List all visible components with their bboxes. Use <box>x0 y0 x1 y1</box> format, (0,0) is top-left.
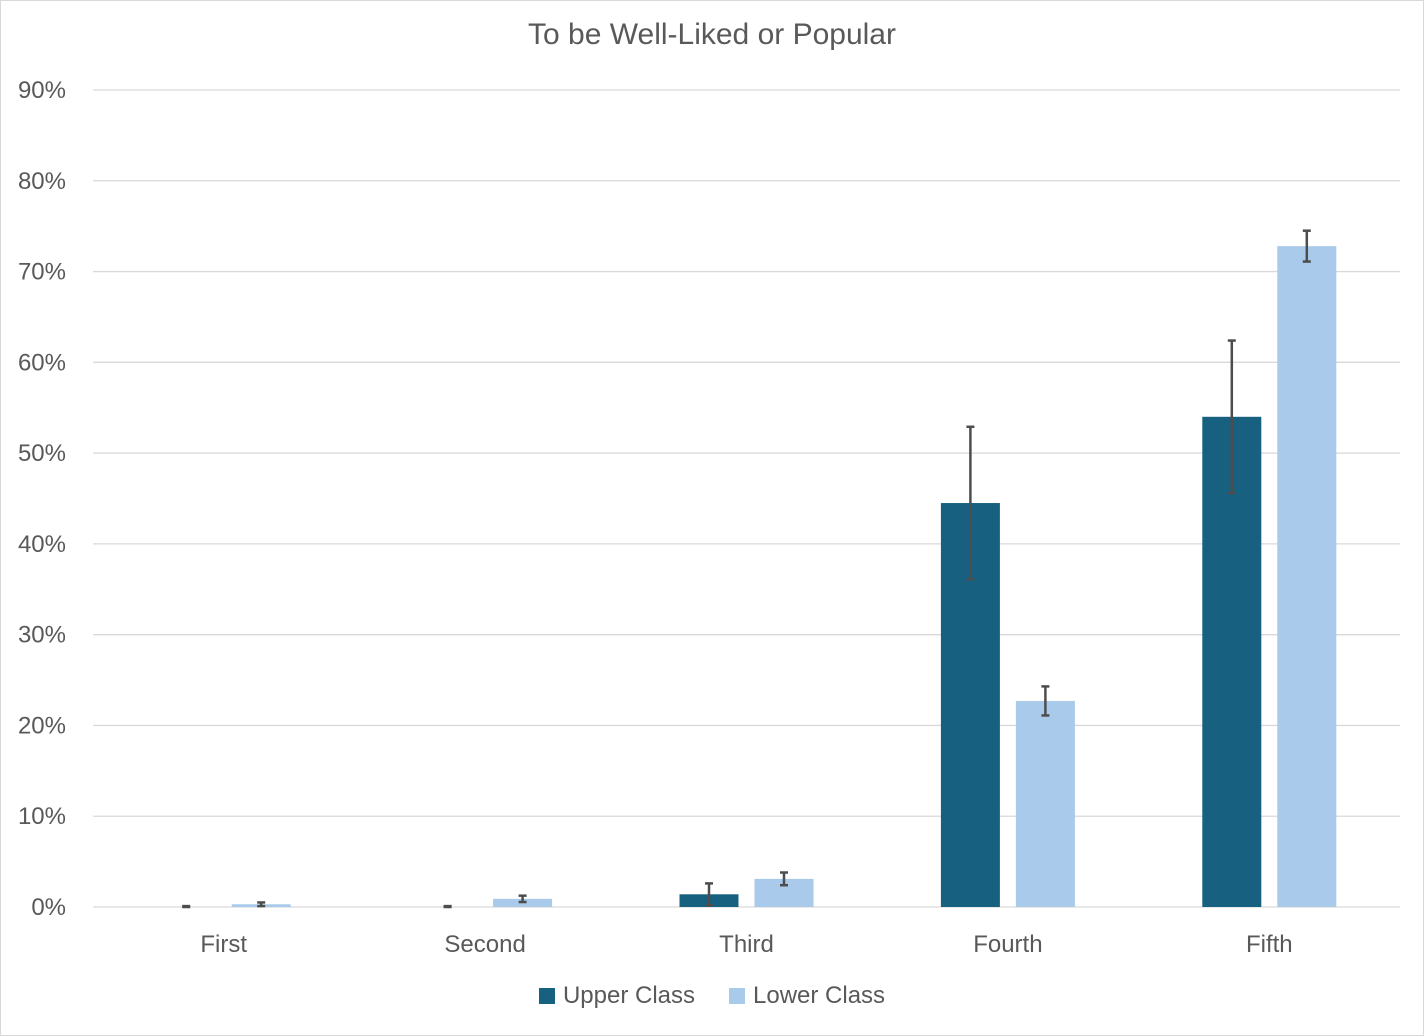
x-tick-label: First <box>200 931 247 958</box>
error-bar <box>1041 685 1050 717</box>
y-tick-label: 80% <box>18 168 66 195</box>
y-tick-label: 40% <box>18 531 66 558</box>
y-tick-label: 70% <box>18 259 66 286</box>
y-tick-label: 0% <box>31 894 66 921</box>
y-axis-ticks: 0% 10% 20% 30% 40% 50% 60% 70% 80% 90% <box>18 77 66 921</box>
y-tick-label: 90% <box>18 77 66 104</box>
bar-lower-class <box>1277 246 1337 908</box>
bar-upper-class <box>1202 416 1262 907</box>
y-tick-label: 10% <box>18 803 66 830</box>
error-bar <box>518 894 527 904</box>
chart-title: To be Well-Liked or Popular <box>528 18 896 51</box>
x-tick-label: Second <box>444 931 525 958</box>
error-bar <box>1227 339 1236 495</box>
error-bar <box>966 425 975 581</box>
legend-swatch-upper-class <box>538 988 555 1004</box>
y-tick-label: 30% <box>18 622 66 649</box>
error-bar <box>257 901 266 908</box>
y-tick-label: 50% <box>18 440 66 467</box>
gridlines <box>93 89 1400 908</box>
legend-swatch-lower-class <box>729 988 745 1004</box>
y-tick-label: 20% <box>18 712 66 739</box>
bars <box>231 246 1337 908</box>
legend-label-lower-class: Lower Class <box>753 982 886 1009</box>
legend: Upper Class Lower Class <box>0 982 1424 1010</box>
error-bar <box>1302 229 1311 263</box>
x-tick-label: Fourth <box>973 931 1042 958</box>
x-tick-label: Third <box>719 931 774 958</box>
x-axis-ticks: First Second Third Fourth Fifth <box>200 931 1292 958</box>
error-bar <box>780 871 788 887</box>
error-bar <box>443 904 452 909</box>
legend-label-upper-class: Upper Class <box>562 982 695 1009</box>
legend-item-lower-class: Lower Class <box>729 982 885 1010</box>
error-bars <box>182 229 1311 909</box>
y-tick-label: 60% <box>18 349 66 376</box>
error-bar <box>705 882 713 907</box>
bar-lower-class <box>1015 700 1075 907</box>
legend-item-upper-class: Upper Class <box>538 982 695 1010</box>
x-tick-label: Fifth <box>1246 931 1293 958</box>
error-bar <box>182 904 191 909</box>
